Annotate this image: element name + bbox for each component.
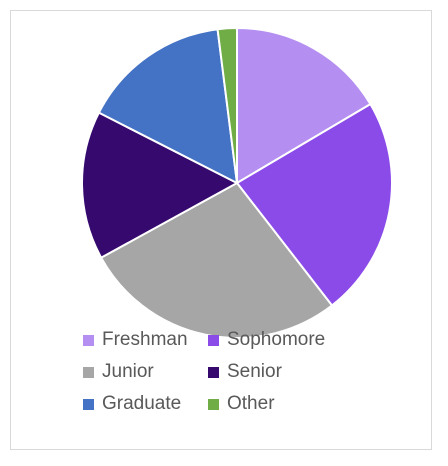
chart-area: Freshman Sophomore Junior Senior Graduat… [10,10,432,450]
legend-item-graduate: Graduate [83,393,208,415]
legend-label-freshman: Freshman [102,329,188,350]
legend-label-graduate: Graduate [102,393,182,414]
legend-item-sophomore: Sophomore [208,329,348,351]
legend-item-senior: Senior [208,361,348,383]
pie-slice-senior [81,111,238,259]
legend-swatch-other [208,398,219,410]
legend-swatch-junior [83,366,94,378]
legend-swatch-sophomore [208,334,219,346]
legend-item-freshman: Freshman [83,329,208,351]
pie-slice-other [216,27,238,184]
pie-slice-graduate [97,28,238,184]
pie-slice-sophomore [236,103,393,307]
pie-slice-junior [100,182,334,339]
pie-chart [81,27,393,339]
legend-swatch-freshman [83,334,94,346]
legend-label-senior: Senior [227,361,282,382]
legend-label-junior: Junior [102,361,154,382]
legend-label-other: Other [227,393,275,414]
legend: Freshman Sophomore Junior Senior Graduat… [83,329,348,415]
legend-item-junior: Junior [83,361,208,383]
legend-item-other: Other [208,393,348,415]
legend-swatch-graduate [83,398,94,410]
legend-label-sophomore: Sophomore [227,329,326,350]
pie-slice-freshman [236,27,372,184]
legend-swatch-senior [208,366,219,378]
